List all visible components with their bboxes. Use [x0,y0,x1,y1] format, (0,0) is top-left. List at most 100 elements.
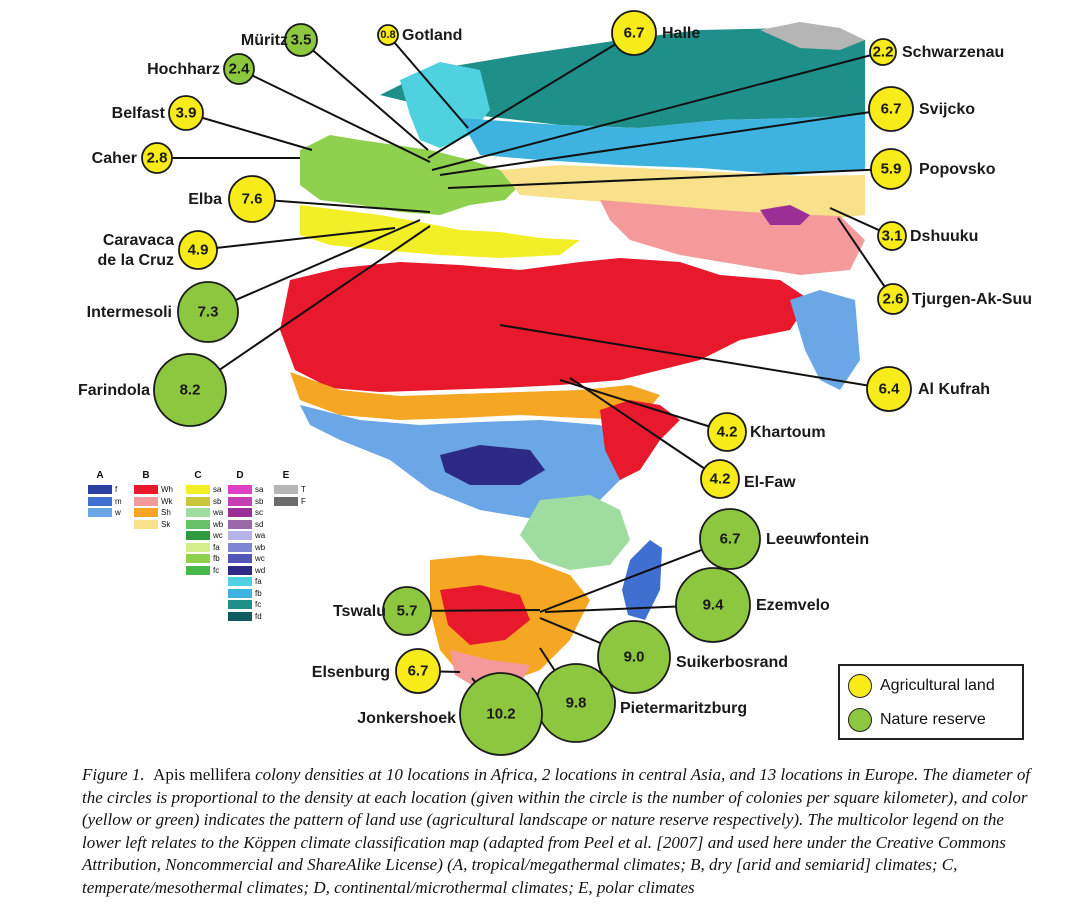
koppen-code: F [301,496,306,506]
koppen-code: wc [255,554,265,564]
region-sahel [290,372,660,420]
site-circle [168,95,204,131]
leader-line [837,217,894,300]
leader-line [559,379,728,433]
koppen-swatch [274,485,298,495]
caption-body: colony densities at 10 locations in Afri… [82,765,1031,897]
site-density-value: 9.0 [624,649,645,666]
site-density-value: 2.2 [873,44,894,61]
agricultural-dot-icon [848,674,872,698]
koppen-code: w [115,508,121,518]
site-marker: 2.8 Caher [92,142,173,174]
koppen-item: w [88,507,122,519]
region-polar-teal [380,28,865,128]
leader-line [387,34,469,129]
site-marker: 9.8 Pietermaritzburg [536,663,747,743]
legend-agricultural-label: Agricultural land [880,677,995,694]
site-circle [675,567,751,643]
koppen-item: fc [186,565,223,577]
site-circle [284,23,318,57]
site-name-label: Pietermaritzburg [620,700,747,717]
koppen-swatch [88,485,112,495]
koppen-item: sb [228,496,265,508]
site-marker: 6.7 Elsenburg [312,648,441,694]
koppen-item: Wk [134,496,173,508]
koppen-group-label: D [236,470,244,481]
site-name-label: Tjurgen-Ak-Suu [912,291,1032,308]
koppen-swatch [134,496,158,506]
koppen-item: sb [186,496,223,508]
region-tibet [760,205,810,225]
site-circle [178,230,218,270]
koppen-item: Sh [134,507,173,519]
koppen-swatch [228,531,252,541]
site-marker: 6.4 Al Kufrah [866,366,990,412]
site-density-value: 10.2 [486,706,515,723]
site-name-label: Al Kufrah [918,381,990,398]
site-circle [377,24,399,46]
koppen-item: sd [228,519,265,531]
site-name-label: Hochharz [147,61,220,78]
koppen-item: fc [228,599,265,611]
koppen-item: fb [228,588,265,600]
koppen-item: fa [228,576,265,588]
koppen-swatch [186,485,210,495]
site-marker: 9.0 Suikerbosrand [597,620,788,694]
region-kalahari [440,585,530,645]
site-density-value: 5.9 [881,161,902,178]
site-circle [459,672,543,756]
site-circle [153,353,227,427]
site-marker: 4.2 El-Faw [700,459,796,499]
region-mediterranean [300,205,580,258]
site-circle [707,412,747,452]
site-marker: 5.9 Popovsko [870,148,996,190]
leader-line [207,219,421,313]
site-marker: 6.7 Halle [611,10,700,56]
leader-line [197,227,396,251]
leader-line [238,68,431,163]
site-density-value: 7.6 [242,191,263,208]
site-density-value: 2.6 [883,291,904,308]
site-density-value: 2.4 [229,61,251,78]
koppen-swatch [186,565,210,575]
koppen-code: Wh [161,485,173,495]
koppen-code: fd [255,611,262,621]
koppen-swatch [88,508,112,518]
region-tundra [760,22,865,50]
site-circle [177,281,239,343]
site-name-label: El-Faw [744,474,796,491]
koppen-code: sd [255,519,264,529]
site-name-label: de la Cruz [98,252,174,269]
koppen-swatch [228,577,252,587]
koppen-code: fb [255,588,262,598]
site-circle [877,283,909,315]
site-name-label: Elba [188,191,222,208]
map-regions [280,22,865,690]
site-name-label: Elsenburg [312,664,390,681]
figure-caption: Figure 1. Apis mellifera colony densitie… [82,764,1042,899]
koppen-swatch [134,519,158,529]
leader-line [300,39,429,151]
koppen-group-label: A [96,470,104,481]
leader-line [439,108,892,176]
leader-line [431,51,884,171]
koppen-item: wa [186,507,223,519]
leader-line [569,377,721,480]
leader-line [189,225,431,391]
koppen-item: wa [228,530,265,542]
leader-line [185,112,313,151]
koppen-code: wc [213,531,223,541]
site-marker: 0.8 Gotland [377,24,462,46]
koppen-swatch [186,554,210,564]
koppen-item: f [88,484,122,496]
site-density-value: 4.2 [710,471,731,488]
koppen-code: wa [213,508,224,518]
site-marker: 2.6 Tjurgen-Ak-Suu [877,283,1032,315]
koppen-swatch [228,485,252,495]
legend-row-nature: Nature reserve [848,708,986,732]
site-name-label: Halle [662,25,700,42]
koppen-group-label: C [194,470,202,481]
koppen-swatch [274,496,298,506]
leader-line [427,32,635,159]
